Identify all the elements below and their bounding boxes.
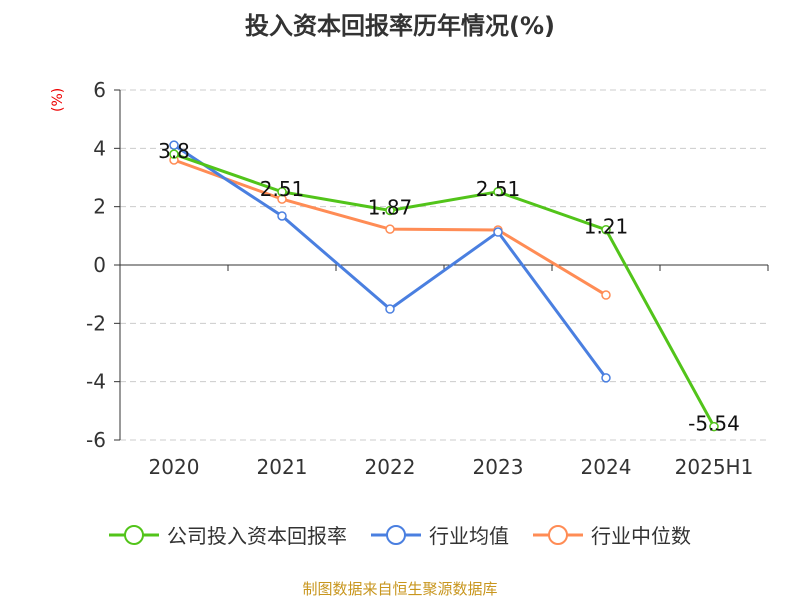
y-tick-label: 4 <box>93 136 106 160</box>
data-label: 1.87 <box>368 195 413 219</box>
x-tick-label: 2021 <box>257 455 308 479</box>
legend: 公司投入资本回报率 行业均值 行业中位数 <box>0 520 800 549</box>
y-tick-label: 0 <box>93 253 106 277</box>
y-tick-label: -6 <box>86 428 106 452</box>
legend-label: 行业均值 <box>429 524 509 548</box>
data-point <box>709 421 719 432</box>
legend-item[interactable]: 行业均值 <box>371 520 509 549</box>
legend-marker-icon <box>371 524 421 545</box>
data-point <box>385 304 395 314</box>
y-tick-label: 2 <box>93 195 106 219</box>
data-label: 2.51 <box>260 177 305 201</box>
data-point <box>277 187 287 197</box>
data-label: -5.54 <box>688 412 740 436</box>
legend-item[interactable]: 公司投入资本回报率 <box>109 520 347 549</box>
legend-marker-icon <box>533 524 583 545</box>
data-label: 1.21 <box>584 215 629 239</box>
chart-title: 投入资本回报率历年情况(%) <box>245 12 555 40</box>
x-tick-label: 2024 <box>581 455 632 479</box>
y-tick-label: 6 <box>93 78 106 102</box>
data-point <box>601 290 611 300</box>
data-point <box>169 140 179 150</box>
x-tick-label: 2025H1 <box>675 455 754 479</box>
y-tick-label: -2 <box>86 311 106 335</box>
plot-area: -6 -4 -2 0 2 4 6 2020 2021 2022 2023 2024 2025H1 3.8 2… <box>86 78 769 479</box>
data-point <box>277 211 287 221</box>
series-line <box>173 143 608 379</box>
series-line <box>173 152 716 428</box>
data-point <box>493 187 503 197</box>
legend-label: 公司投入资本回报率 <box>167 524 347 548</box>
legend-marker-icon <box>109 524 159 545</box>
y-tick-label: -4 <box>86 370 106 394</box>
legend-item[interactable]: 行业中位数 <box>533 520 691 549</box>
x-tick-label: 2020 <box>149 455 200 479</box>
data-point <box>169 149 179 159</box>
x-tick-label: 2022 <box>365 455 416 479</box>
data-label: 2.51 <box>476 177 521 201</box>
data-point <box>493 227 503 237</box>
data-point <box>385 205 395 216</box>
data-point <box>601 373 611 383</box>
x-tick-label: 2023 <box>473 455 524 479</box>
data-point <box>601 224 611 235</box>
data-point <box>385 224 395 234</box>
legend-label: 行业中位数 <box>591 524 691 548</box>
data-label: 3.8 <box>158 139 190 163</box>
source-footer: 制图数据来自恒生聚源数据库 <box>302 580 498 598</box>
